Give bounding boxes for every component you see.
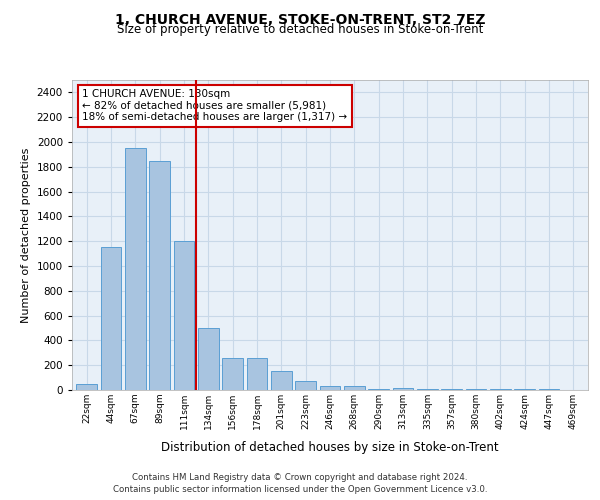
Bar — [125, 148, 146, 390]
Bar — [247, 358, 268, 390]
Text: Distribution of detached houses by size in Stoke-on-Trent: Distribution of detached houses by size … — [161, 441, 499, 454]
Bar — [173, 241, 194, 390]
Text: 1, CHURCH AVENUE, STOKE-ON-TRENT, ST2 7EZ: 1, CHURCH AVENUE, STOKE-ON-TRENT, ST2 7E… — [115, 12, 485, 26]
Text: Contains HM Land Registry data © Crown copyright and database right 2024.: Contains HM Land Registry data © Crown c… — [132, 473, 468, 482]
Text: Size of property relative to detached houses in Stoke-on-Trent: Size of property relative to detached ho… — [117, 22, 483, 36]
Bar — [198, 328, 218, 390]
Bar — [271, 372, 292, 390]
Bar — [295, 382, 316, 390]
Bar — [101, 248, 121, 390]
Bar — [320, 386, 340, 390]
Text: Contains public sector information licensed under the Open Government Licence v3: Contains public sector information licen… — [113, 486, 487, 494]
Text: 1 CHURCH AVENUE: 130sqm
← 82% of detached houses are smaller (5,981)
18% of semi: 1 CHURCH AVENUE: 130sqm ← 82% of detache… — [82, 90, 347, 122]
Y-axis label: Number of detached properties: Number of detached properties — [21, 148, 31, 322]
Bar — [76, 384, 97, 390]
Bar — [392, 388, 413, 390]
Bar — [222, 358, 243, 390]
Bar — [344, 386, 365, 390]
Bar — [149, 160, 170, 390]
